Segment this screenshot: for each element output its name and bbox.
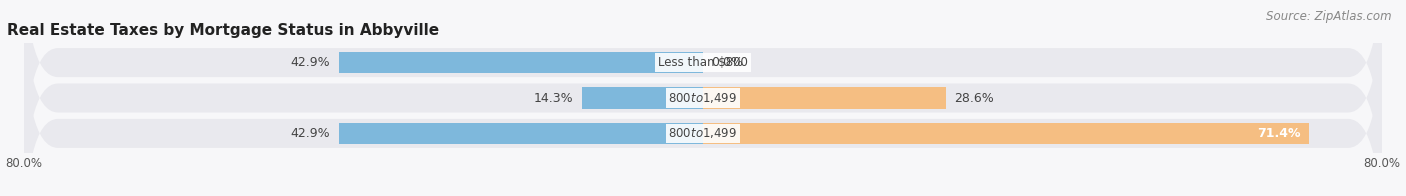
Text: 71.4%: 71.4% (1257, 127, 1301, 140)
Text: Source: ZipAtlas.com: Source: ZipAtlas.com (1267, 10, 1392, 23)
Bar (582, 87, 703, 109)
Bar (339, 123, 703, 144)
Text: Less than $800: Less than $800 (658, 56, 748, 69)
Text: 42.9%: 42.9% (291, 127, 330, 140)
Bar (339, 52, 703, 73)
Text: 0.0%: 0.0% (711, 56, 744, 69)
Text: Real Estate Taxes by Mortgage Status in Abbyville: Real Estate Taxes by Mortgage Status in … (7, 23, 439, 38)
Text: $800 to $1,499: $800 to $1,499 (668, 91, 738, 105)
Text: 42.9%: 42.9% (291, 56, 330, 69)
FancyBboxPatch shape (24, 0, 1382, 190)
FancyBboxPatch shape (24, 6, 1382, 196)
Legend: Without Mortgage, With Mortgage: Without Mortgage, With Mortgage (574, 192, 832, 196)
Bar (703, 87, 946, 109)
Text: $800 to $1,499: $800 to $1,499 (668, 126, 738, 140)
Bar (703, 123, 1309, 144)
Text: 28.6%: 28.6% (955, 92, 994, 104)
Text: 14.3%: 14.3% (533, 92, 574, 104)
FancyBboxPatch shape (24, 0, 1382, 196)
